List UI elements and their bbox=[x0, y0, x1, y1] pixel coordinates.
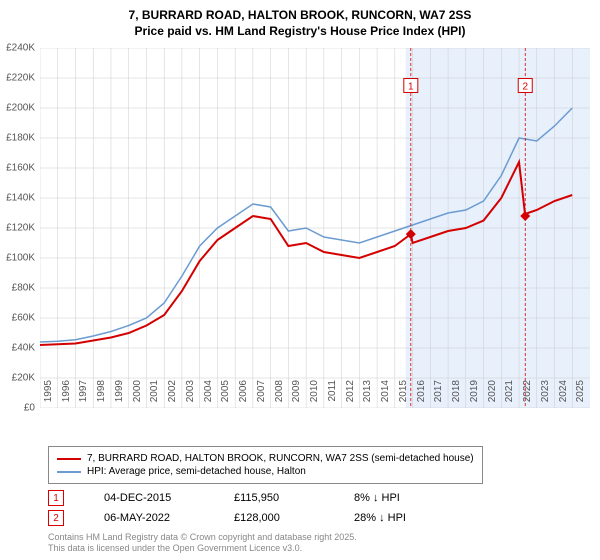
x-tick-label: 1999 bbox=[114, 380, 125, 410]
y-tick-label: £20K bbox=[12, 373, 35, 384]
x-tick-label: 2016 bbox=[416, 380, 427, 410]
sale-delta: 28% ↓ HPI bbox=[354, 512, 406, 524]
x-tick-label: 1998 bbox=[96, 380, 107, 410]
x-tick-label: 2017 bbox=[433, 380, 444, 410]
x-tick-label: 2022 bbox=[522, 380, 533, 410]
x-tick-label: 2002 bbox=[167, 380, 178, 410]
y-tick-label: £180K bbox=[6, 133, 35, 144]
y-tick-label: £160K bbox=[6, 163, 35, 174]
x-tick-label: 2021 bbox=[504, 380, 515, 410]
x-tick-label: 2018 bbox=[451, 380, 462, 410]
x-tick-label: 2003 bbox=[185, 380, 196, 410]
y-tick-label: £240K bbox=[6, 43, 35, 54]
x-tick-label: 2001 bbox=[149, 380, 160, 410]
x-tick-label: 2013 bbox=[362, 380, 373, 410]
svg-text:2: 2 bbox=[522, 82, 528, 93]
y-tick-label: £140K bbox=[6, 193, 35, 204]
legend: 7, BURRARD ROAD, HALTON BROOK, RUNCORN, … bbox=[48, 446, 483, 484]
y-tick-label: £220K bbox=[6, 73, 35, 84]
sale-price: £115,950 bbox=[234, 492, 314, 504]
x-tick-label: 2023 bbox=[540, 380, 551, 410]
y-tick-label: £100K bbox=[6, 253, 35, 264]
legend-item: 7, BURRARD ROAD, HALTON BROOK, RUNCORN, … bbox=[57, 453, 474, 464]
marker-number: 1 bbox=[48, 490, 64, 506]
x-tick-label: 2008 bbox=[274, 380, 285, 410]
y-tick-label: £120K bbox=[6, 223, 35, 234]
y-tick-label: £60K bbox=[12, 313, 35, 324]
x-tick-label: 2010 bbox=[309, 380, 320, 410]
x-tick-label: 2005 bbox=[220, 380, 231, 410]
x-tick-label: 2012 bbox=[345, 380, 356, 410]
y-tick-label: £0 bbox=[24, 403, 35, 414]
x-tick-label: 2025 bbox=[575, 380, 586, 410]
sale-delta: 8% ↓ HPI bbox=[354, 492, 400, 504]
x-tick-label: 2014 bbox=[380, 380, 391, 410]
x-tick-label: 2004 bbox=[203, 380, 214, 410]
x-tick-label: 1997 bbox=[78, 380, 89, 410]
x-tick-label: 2006 bbox=[238, 380, 249, 410]
sale-price: £128,000 bbox=[234, 512, 314, 524]
x-tick-label: 2007 bbox=[256, 380, 267, 410]
x-tick-label: 2024 bbox=[558, 380, 569, 410]
y-tick-label: £40K bbox=[12, 343, 35, 354]
line-chart: 12 bbox=[40, 48, 590, 408]
chart-area: 12 £0£20K£40K£60K£80K£100K£120K£140K£160… bbox=[40, 48, 590, 408]
x-tick-label: 2011 bbox=[327, 380, 338, 410]
sale-record-row: 2 06-MAY-2022 £128,000 28% ↓ HPI bbox=[48, 510, 406, 526]
sale-date: 06-MAY-2022 bbox=[104, 512, 194, 524]
marker-number: 2 bbox=[48, 510, 64, 526]
sale-record-row: 1 04-DEC-2015 £115,950 8% ↓ HPI bbox=[48, 490, 400, 506]
x-tick-label: 1995 bbox=[43, 380, 54, 410]
y-tick-label: £80K bbox=[12, 283, 35, 294]
x-tick-label: 1996 bbox=[61, 380, 72, 410]
x-tick-label: 2015 bbox=[398, 380, 409, 410]
sale-date: 04-DEC-2015 bbox=[104, 492, 194, 504]
x-tick-label: 2000 bbox=[132, 380, 143, 410]
chart-title: 7, BURRARD ROAD, HALTON BROOK, RUNCORN, … bbox=[0, 0, 600, 39]
x-tick-label: 2009 bbox=[291, 380, 302, 410]
svg-text:1: 1 bbox=[408, 82, 414, 93]
legend-item: HPI: Average price, semi-detached house,… bbox=[57, 466, 474, 477]
x-tick-label: 2020 bbox=[487, 380, 498, 410]
y-tick-label: £200K bbox=[6, 103, 35, 114]
footer-attribution: Contains HM Land Registry data © Crown c… bbox=[48, 532, 357, 554]
x-tick-label: 2019 bbox=[469, 380, 480, 410]
